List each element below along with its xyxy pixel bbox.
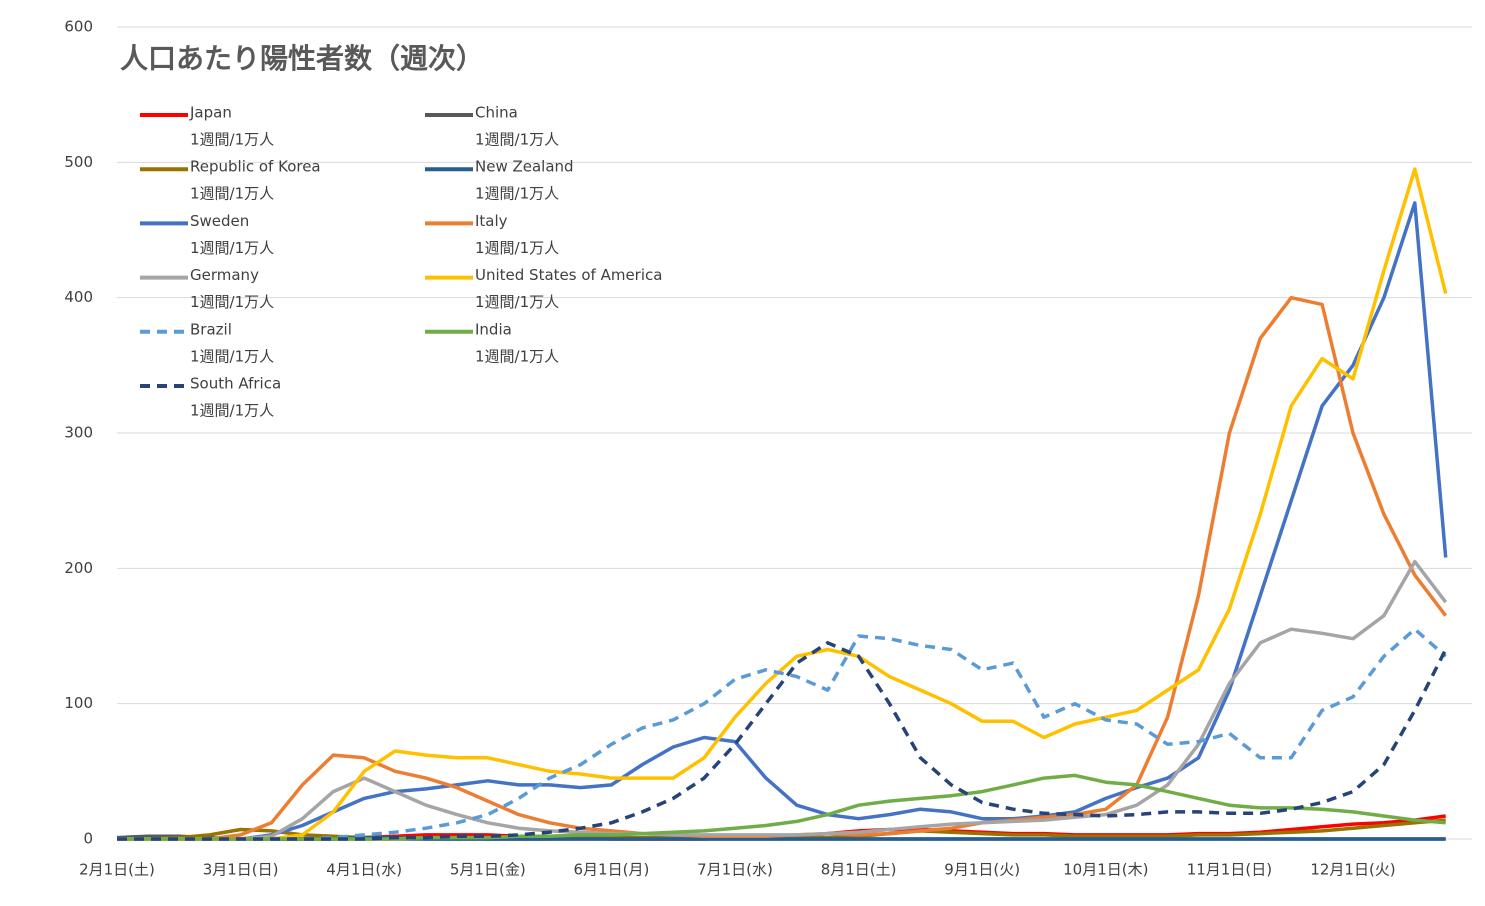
y-tick-label: 200 xyxy=(64,559,93,577)
x-tick-label: 2月1日(土) xyxy=(79,861,155,879)
legend-label: United States of America xyxy=(475,266,662,284)
legend-unit: 1週間/1万人 xyxy=(190,347,274,365)
chart-title: 人口あたり陽性者数（週次） xyxy=(120,42,484,75)
legend-unit: 1週間/1万人 xyxy=(190,239,274,257)
x-tick-label: 8月1日(土) xyxy=(821,861,897,879)
legend-label: Republic of Korea xyxy=(190,158,321,176)
x-tick-label: 10月1日(木) xyxy=(1063,861,1148,879)
legend-unit: 1週間/1万人 xyxy=(190,185,274,203)
x-tick-label: 6月1日(月) xyxy=(574,861,650,879)
x-tick-label: 11月1日(日) xyxy=(1187,861,1272,879)
legend-unit: 1週間/1万人 xyxy=(475,131,559,149)
series-line xyxy=(117,641,1448,841)
legend-label: Italy xyxy=(475,212,508,230)
legend-unit: 1週間/1万人 xyxy=(190,293,274,311)
legend-unit: 1週間/1万人 xyxy=(475,347,559,365)
x-tick-label: 3月1日(日) xyxy=(203,861,279,879)
x-tick-label: 4月1日(水) xyxy=(326,861,402,879)
legend-label: Germany xyxy=(190,266,259,284)
x-tick-label: 9月1日(火) xyxy=(944,861,1020,879)
legend-unit: 1週間/1万人 xyxy=(475,185,559,203)
y-tick-label: 100 xyxy=(64,694,93,712)
legend-unit: 1週間/1万人 xyxy=(190,131,274,149)
legend-label: Brazil xyxy=(190,320,232,338)
x-tick-label: 7月1日(水) xyxy=(697,861,773,879)
y-tick-label: 300 xyxy=(64,424,93,442)
series-line xyxy=(117,627,1447,841)
x-tick-label: 12月1日(火) xyxy=(1310,861,1395,879)
series-line xyxy=(117,167,1448,841)
legend-unit: 1週間/1万人 xyxy=(475,239,559,257)
y-tick-label: 0 xyxy=(83,830,93,848)
y-tick-label: 500 xyxy=(64,153,93,171)
legend-label: China xyxy=(475,104,518,122)
legend-unit: 1週間/1万人 xyxy=(475,293,559,311)
series-line xyxy=(117,559,1448,841)
legend-unit: 1週間/1万人 xyxy=(190,402,274,420)
series-line xyxy=(117,201,1448,841)
y-tick-label: 600 xyxy=(64,18,93,36)
legend-label: Japan xyxy=(189,104,232,122)
legend-label: India xyxy=(475,320,512,338)
legend-label: Sweden xyxy=(190,212,249,230)
legend-label: South Africa xyxy=(190,375,281,393)
legend-label: New Zealand xyxy=(475,158,574,176)
x-tick-label: 5月1日(金) xyxy=(450,861,526,879)
y-tick-label: 400 xyxy=(64,288,93,306)
